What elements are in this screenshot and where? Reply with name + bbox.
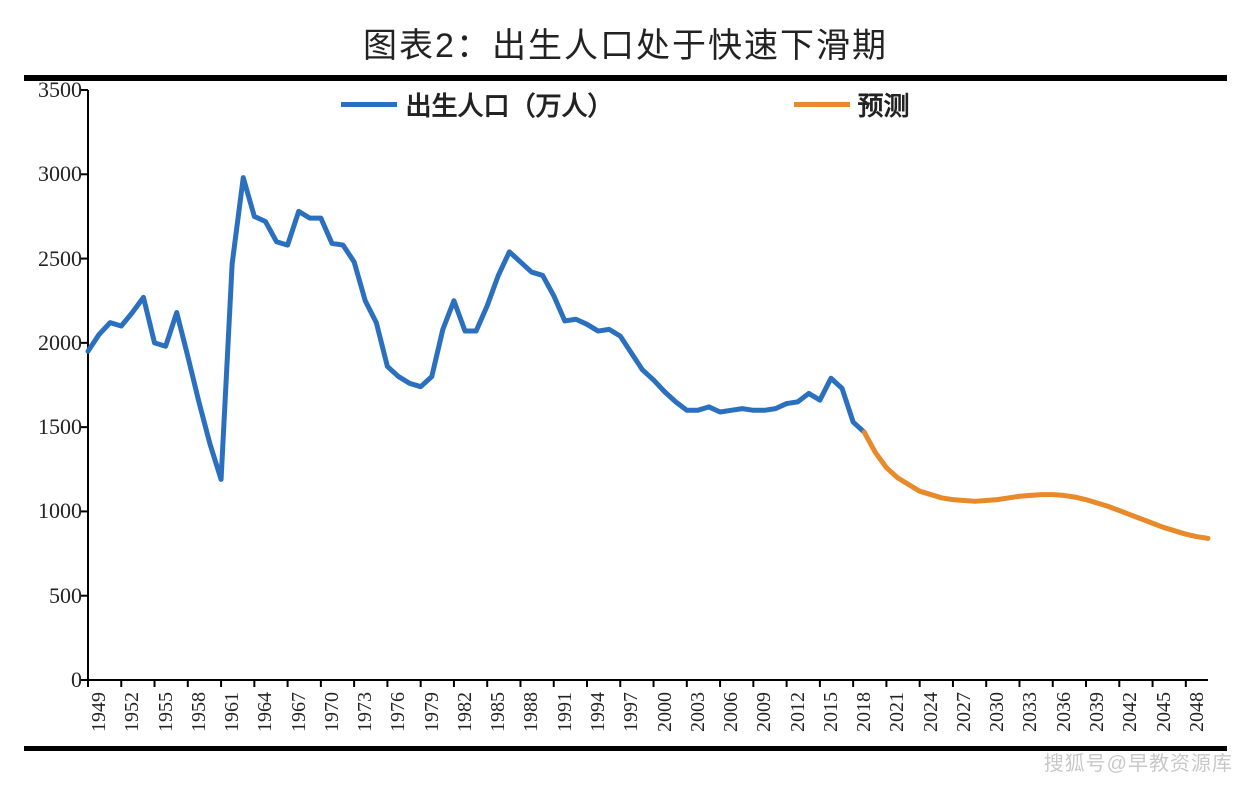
x-tick-label: 1973 — [354, 692, 377, 732]
y-tick-label: 0 — [71, 667, 88, 693]
x-tick-label: 2036 — [1053, 692, 1076, 732]
y-tick-label: 1000 — [38, 498, 88, 524]
x-tick-label: 1967 — [288, 692, 311, 732]
plot-area: 0500100015002000250030003500194919521955… — [88, 90, 1208, 680]
watermark: 搜狐号@早教资源库 — [1044, 747, 1233, 776]
x-tick-label: 1952 — [121, 692, 144, 732]
x-tick-label: 1976 — [387, 692, 410, 732]
x-tick-label: 1997 — [620, 692, 643, 732]
x-tick-label: 2042 — [1119, 692, 1142, 732]
x-tick-label: 2033 — [1019, 692, 1042, 732]
x-tick-label: 2021 — [886, 692, 909, 732]
title-rule — [24, 75, 1227, 81]
x-tick-label: 2018 — [853, 692, 876, 732]
chart-container: 图表2：出生人口处于快速下滑期 出生人口（万人） 预测 050010001500… — [0, 0, 1251, 786]
x-tick-label: 2024 — [920, 692, 943, 732]
y-tick-label: 2000 — [38, 330, 88, 356]
x-tick-label: 2006 — [720, 692, 743, 732]
x-tick-label: 1970 — [321, 692, 344, 732]
x-tick-label: 1964 — [254, 692, 277, 732]
y-tick-label: 500 — [49, 583, 88, 609]
x-tick-label: 2045 — [1153, 692, 1176, 732]
y-tick-label: 3500 — [38, 77, 88, 103]
x-tick-label: 2000 — [654, 692, 677, 732]
x-tick-label: 2030 — [986, 692, 1009, 732]
x-tick-label: 1958 — [188, 692, 211, 732]
x-tick-label: 1985 — [487, 692, 510, 732]
y-tick-label: 3000 — [38, 161, 88, 187]
x-tick-label: 2039 — [1086, 692, 1109, 732]
chart-title: 图表2：出生人口处于快速下滑期 — [0, 0, 1251, 67]
y-tick-label: 1500 — [38, 414, 88, 440]
x-tick-label: 2048 — [1186, 692, 1209, 732]
x-tick-label: 2012 — [787, 692, 810, 732]
x-tick-label: 1988 — [520, 692, 543, 732]
x-tick-label: 1991 — [554, 692, 577, 732]
y-tick-label: 2500 — [38, 246, 88, 272]
x-tick-label: 1955 — [155, 692, 178, 732]
x-tick-label: 1994 — [587, 692, 610, 732]
x-tick-label: 2015 — [820, 692, 843, 732]
x-tick-label: 1949 — [88, 692, 111, 732]
x-tick-label: 2009 — [753, 692, 776, 732]
plot-svg — [88, 90, 1208, 680]
x-tick-label: 2027 — [953, 692, 976, 732]
x-tick-label: 1982 — [454, 692, 477, 732]
x-tick-label: 2003 — [687, 692, 710, 732]
x-tick-label: 1979 — [421, 692, 444, 732]
x-tick-label: 1961 — [221, 692, 244, 732]
